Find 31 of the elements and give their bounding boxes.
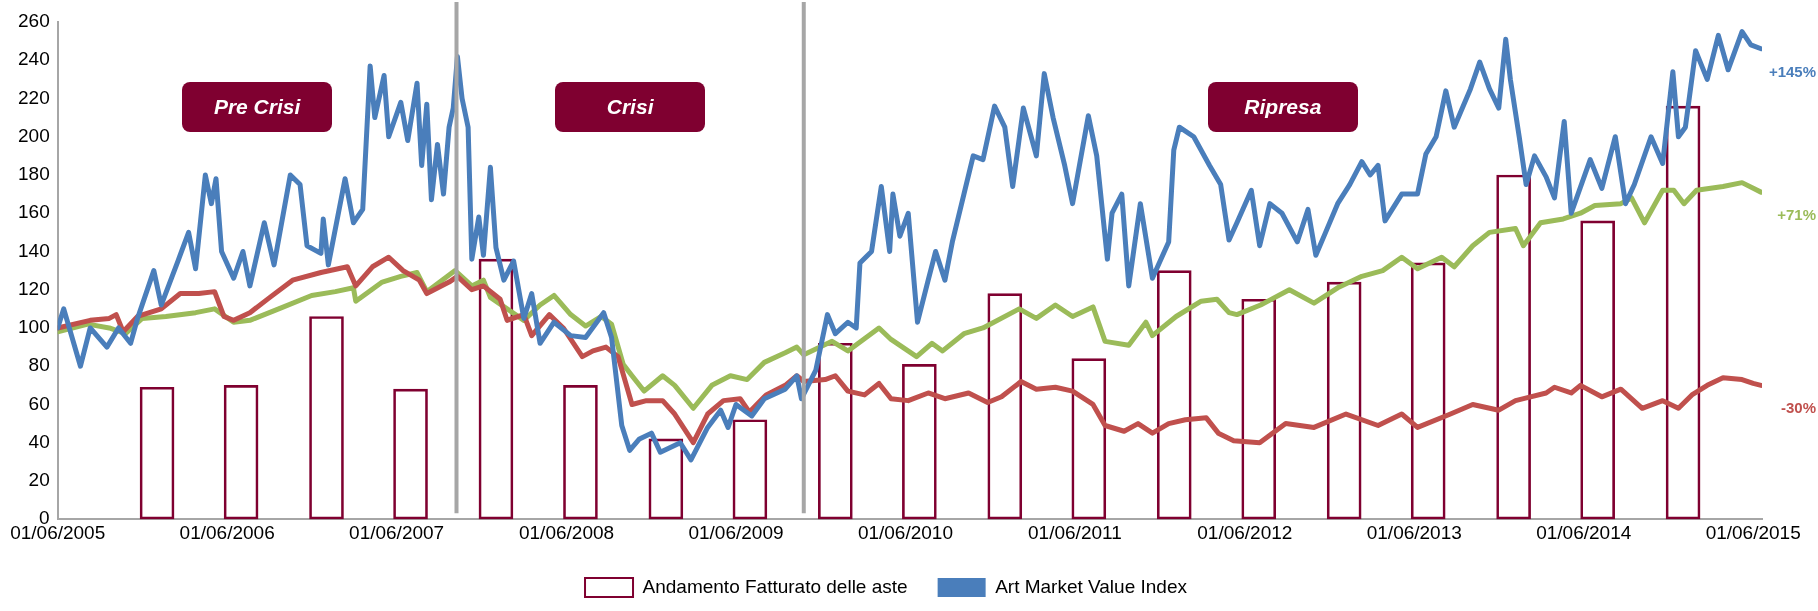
y-tick-label: 20 (28, 469, 50, 491)
x-tick-label: 01/06/2007 (349, 521, 445, 543)
y-tick-label: 60 (28, 392, 50, 414)
y-tick-label: 120 (18, 277, 50, 299)
x-tick-label: 01/06/2014 (1536, 521, 1632, 543)
x-tick-label: 01/06/2012 (1197, 521, 1293, 543)
x-tick-label: 01/06/2008 (518, 521, 615, 543)
y-tick-label: 40 (28, 430, 50, 452)
label-box: Ripresa (1207, 82, 1358, 132)
y-tick-label: 180 (18, 163, 50, 185)
x-tick-label: 01/06/2006 (179, 521, 275, 543)
x-tick-label: 01/06/2015 (1705, 521, 1801, 543)
y-tick-label: 260 (18, 10, 50, 32)
y-tick-label: 240 (18, 48, 50, 70)
y-tick-label: 140 (18, 239, 50, 261)
text: +71% (1777, 206, 1816, 224)
y-tick-label: 220 (18, 86, 50, 108)
x-tick-label: 01/06/2009 (688, 521, 784, 543)
text: +145% (1768, 62, 1816, 80)
legend-label: Art Market Value Index (995, 575, 1188, 597)
label-box: Crisi (555, 82, 706, 132)
y-tick-label: 80 (28, 354, 50, 376)
label-box: Pre Crisi (182, 82, 333, 132)
text: -30% (1780, 399, 1816, 417)
y-tick-label: 200 (18, 124, 50, 146)
x-tick-label: 01/06/2011 (1028, 521, 1122, 543)
x-tick-label: 01/06/2010 (857, 521, 953, 543)
legend-label: Andamento Fatturato delle aste (642, 575, 908, 597)
x-tick-label: 01/06/2013 (1366, 521, 1462, 543)
y-tick-label: 160 (18, 201, 50, 223)
y-tick-label: 100 (18, 316, 50, 338)
